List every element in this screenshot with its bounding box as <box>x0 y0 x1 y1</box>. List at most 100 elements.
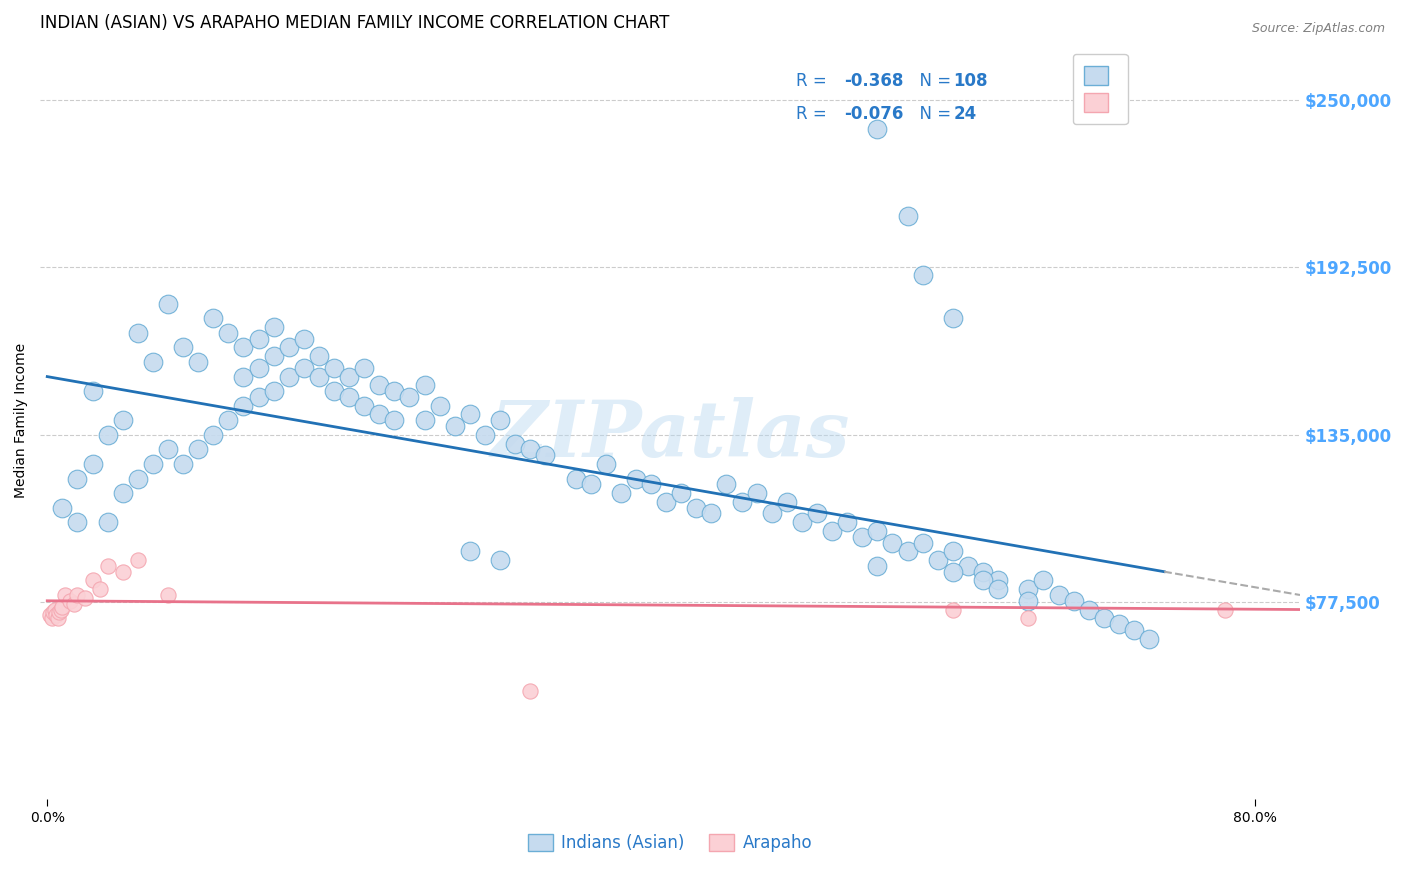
Point <box>821 524 844 538</box>
Point <box>156 588 179 602</box>
Point <box>489 553 512 567</box>
Point <box>972 565 994 579</box>
Point <box>474 427 496 442</box>
Point <box>353 360 375 375</box>
Point <box>927 553 949 567</box>
Point <box>640 477 662 491</box>
Point <box>202 311 225 326</box>
Point <box>1137 632 1160 646</box>
Point <box>534 448 557 462</box>
Point <box>956 558 979 573</box>
Point <box>46 611 69 625</box>
Point <box>655 495 678 509</box>
Point <box>66 515 89 529</box>
Point <box>232 369 254 384</box>
Point <box>217 413 239 427</box>
Y-axis label: Median Family Income: Median Family Income <box>14 343 28 498</box>
Text: Source: ZipAtlas.com: Source: ZipAtlas.com <box>1251 22 1385 36</box>
Point <box>111 413 134 427</box>
Point <box>263 384 285 399</box>
Point <box>111 565 134 579</box>
Point <box>942 311 965 326</box>
Point <box>610 486 633 500</box>
Point <box>232 341 254 355</box>
Point <box>51 500 73 515</box>
Point <box>429 399 451 413</box>
Point <box>866 558 889 573</box>
Point <box>1077 602 1099 616</box>
Point <box>247 332 270 346</box>
Point <box>1092 611 1115 625</box>
Point <box>277 341 299 355</box>
Point <box>48 606 70 620</box>
Text: R =: R = <box>796 72 832 90</box>
Point <box>41 611 63 625</box>
Point <box>49 602 72 616</box>
Point <box>263 320 285 334</box>
Point <box>987 582 1010 596</box>
Point <box>368 378 391 392</box>
Point <box>837 515 859 529</box>
Point <box>232 399 254 413</box>
Point <box>247 360 270 375</box>
Point <box>323 360 346 375</box>
Point <box>1123 623 1146 637</box>
Point <box>51 599 73 614</box>
Point <box>700 507 723 521</box>
Point <box>111 486 134 500</box>
Point <box>97 558 120 573</box>
Point <box>503 436 526 450</box>
Point <box>172 341 194 355</box>
Point <box>217 326 239 340</box>
Point <box>776 495 799 509</box>
Point <box>45 608 67 623</box>
Point <box>384 413 406 427</box>
Point <box>277 369 299 384</box>
Text: N =: N = <box>910 104 956 123</box>
Point <box>156 297 179 311</box>
Point <box>866 122 889 136</box>
Point <box>413 378 436 392</box>
Point <box>142 457 165 471</box>
Point <box>42 606 65 620</box>
Point <box>66 588 89 602</box>
Point <box>82 384 104 399</box>
Point <box>730 495 752 509</box>
Point <box>806 507 828 521</box>
Point <box>53 588 76 602</box>
Point <box>142 355 165 369</box>
Point <box>308 349 330 363</box>
Point <box>398 390 420 404</box>
Point <box>323 384 346 399</box>
Point <box>942 602 965 616</box>
Point <box>579 477 602 491</box>
Point <box>127 471 149 485</box>
Point <box>292 360 315 375</box>
Point <box>1063 594 1085 608</box>
Point <box>911 268 934 282</box>
Point <box>443 419 465 434</box>
Point <box>187 355 209 369</box>
Point <box>896 544 918 558</box>
Point <box>156 442 179 457</box>
Point <box>1108 617 1130 632</box>
Point <box>745 486 768 500</box>
Point <box>82 457 104 471</box>
Point <box>851 530 873 544</box>
Point <box>97 515 120 529</box>
Point <box>353 399 375 413</box>
Point <box>384 384 406 399</box>
Point <box>292 332 315 346</box>
Point <box>89 582 111 596</box>
Text: -0.076: -0.076 <box>844 104 903 123</box>
Point <box>716 477 738 491</box>
Point <box>337 390 360 404</box>
Point <box>44 602 66 616</box>
Text: N =: N = <box>910 72 956 90</box>
Point <box>202 427 225 442</box>
Point <box>519 442 541 457</box>
Point <box>1032 574 1054 588</box>
Point <box>624 471 647 485</box>
Point <box>685 500 707 515</box>
Point <box>247 390 270 404</box>
